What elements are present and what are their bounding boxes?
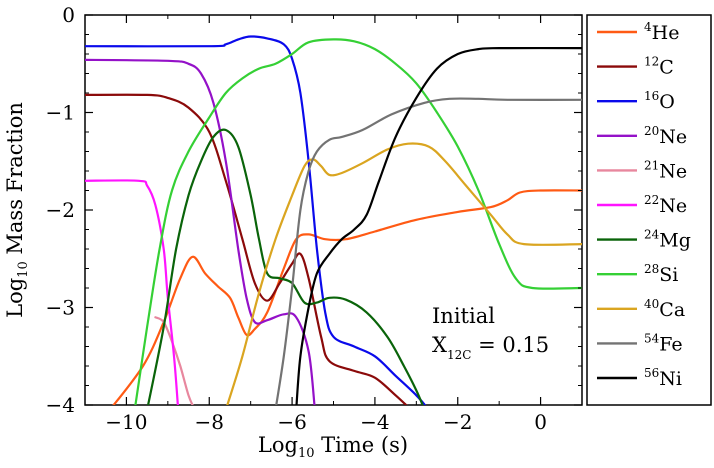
- series-line-24mg: [146, 128, 424, 405]
- y-tick-label: −1: [46, 101, 75, 125]
- x-axis-title: Log10 Time (s): [258, 433, 408, 461]
- y-tick-label: −4: [46, 393, 75, 417]
- legend-label-56ni: 56Ni: [644, 366, 682, 390]
- legend: 4He 12C 16O 20Ne 21Ne 22Ne 24Mg 28Si 40Ca 54Fe 56N…: [597, 20, 691, 390]
- legend-box: [586, 14, 712, 406]
- series-line-16o: [85, 35, 427, 405]
- series-line-22ne: [85, 179, 179, 405]
- legend-label-20ne: 20Ne: [644, 124, 687, 148]
- series-line-40ca: [226, 142, 582, 405]
- x-tick-label: −2: [443, 410, 472, 434]
- legend-label-22ne: 22Ne: [644, 193, 687, 217]
- series-line-56ni: [295, 46, 582, 405]
- y-tick-label: 0: [62, 3, 75, 27]
- annotation-x-sub: C: [462, 348, 471, 362]
- annotation-x-label: X: [432, 333, 447, 357]
- annotation-initial: Initial: [432, 304, 495, 328]
- series-line-12c: [85, 93, 408, 405]
- legend-label-54fe: 54Fe: [644, 331, 683, 355]
- tick-layer: −10 −8 −6 −4 −2 0−4−3−2−10: [46, 3, 583, 434]
- legend-label-21ne: 21Ne: [644, 158, 687, 182]
- x-tick-label: −6: [277, 410, 306, 434]
- legend-label-12c: 12C: [644, 55, 674, 79]
- series-line-4he: [112, 189, 582, 405]
- x-tick-label: −10: [105, 410, 147, 434]
- legend-label-24mg: 24Mg: [644, 228, 691, 252]
- x-tick-label: −4: [360, 410, 389, 434]
- x-tick-label: −8: [195, 410, 224, 434]
- annotation-abundance: X12C = 0.15: [432, 333, 549, 362]
- y-axis-title: Log10 Mass Fraction: [3, 102, 31, 318]
- annotation-value: = 0.15: [471, 333, 549, 357]
- series-line-20ne: [85, 58, 316, 405]
- x-tick-label: 0: [534, 410, 547, 434]
- y-tick-label: −3: [46, 296, 75, 320]
- legend-label-4he: 4He: [644, 20, 679, 44]
- legend-label-28si: 28Si: [644, 262, 678, 286]
- series-layer: [85, 35, 582, 405]
- y-tick-label: −2: [46, 198, 75, 222]
- legend-label-16o: 16O: [644, 89, 675, 113]
- series-line-54fe: [275, 97, 582, 405]
- legend-label-40ca: 40Ca: [644, 297, 685, 321]
- series-line-28si: [134, 38, 582, 405]
- series-line-21ne: [154, 316, 194, 405]
- annotation-x-sup: 12: [447, 348, 462, 362]
